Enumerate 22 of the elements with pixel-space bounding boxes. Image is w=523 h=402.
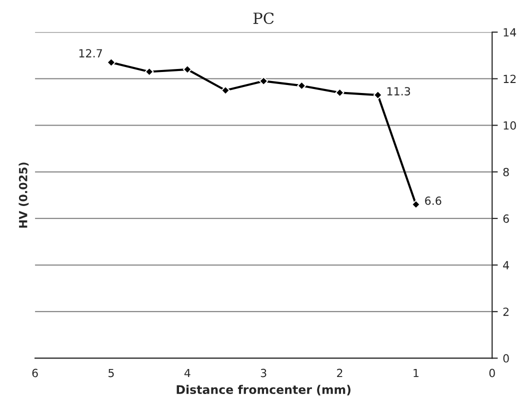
y-tick-label: 6 (503, 214, 509, 223)
y-axis-title: HV (0.025) (18, 162, 29, 228)
y-tick-label: 14 (504, 28, 516, 36)
x-axis-title: Distance fromcenter (mm) (176, 384, 350, 396)
x-tick-label: 6 (32, 368, 38, 378)
point (373, 90, 382, 100)
data-label: 12.7 (79, 49, 102, 58)
y-tick-label: 8 (503, 168, 509, 176)
data-label: 6.6 (425, 196, 442, 205)
y-tick-label: 12 (504, 74, 516, 83)
y-tick-label: 2 (503, 308, 509, 316)
x-tick-label: 3 (260, 368, 266, 378)
x-tick-label: 2 (337, 368, 342, 378)
y-tick-label: 4 (503, 261, 510, 270)
y-tick-label: 0 (503, 354, 509, 363)
x-tick-label: 4 (184, 368, 190, 378)
x-tick-label: 5 (108, 368, 114, 378)
x-tick-label: 1 (414, 368, 418, 378)
x-tick-label: 0 (489, 368, 495, 378)
chart-title: PC (253, 12, 274, 24)
data-label: 11.3 (387, 87, 410, 96)
y-tick-label: 10 (504, 121, 516, 130)
